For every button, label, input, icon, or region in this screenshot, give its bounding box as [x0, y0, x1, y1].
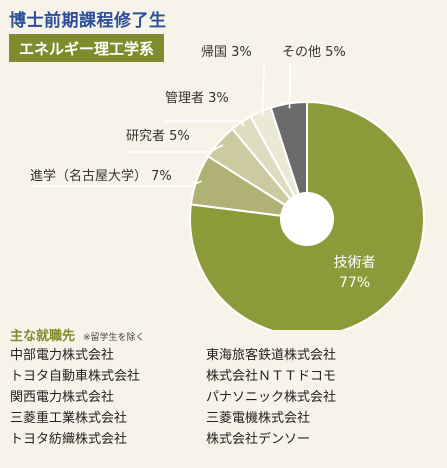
employer-item: トヨタ自動車株式会社 — [10, 369, 141, 384]
callout-label: 研究者 5% — [126, 129, 190, 144]
callout-label: 進学（名古屋大学） 7% — [30, 168, 172, 184]
employer-item: 三菱重工業株式会社 — [10, 411, 128, 426]
category-badge: エネルギー理工学系 — [9, 34, 165, 62]
page-title: 博士前期課程修了生 — [9, 11, 167, 31]
pie-slice — [269, 100, 308, 220]
employer-item: 株式会社ＮＴＴドコモ — [206, 369, 337, 384]
employers-note: ※留学生を除く — [83, 333, 145, 343]
employers-heading: 主な就職先 ※留学生を除く — [10, 325, 145, 344]
callout-line — [288, 63, 291, 109]
callout-label: その他 5% — [282, 45, 346, 60]
employer-item: 中部電力株式会社 — [10, 348, 115, 363]
employer-item: 株式会社デンソー — [206, 432, 311, 447]
callout-line — [261, 63, 265, 117]
employers-heading-label: 主な就職先 — [10, 329, 76, 344]
employer-item: トヨタ紡織株式会社 — [10, 432, 128, 447]
slice-label: 技術者 — [334, 255, 376, 271]
employer-item: パナソニック株式会社 — [206, 390, 337, 405]
callout-line — [126, 144, 224, 153]
callout-label: 帰国 3% — [201, 44, 252, 60]
callout-label: 管理者 3% — [165, 91, 229, 106]
pie-center-hole — [280, 192, 334, 246]
employer-item: 東海旅客鉄道株式会社 — [206, 348, 337, 363]
employer-item: 関西電力株式会社 — [10, 390, 115, 405]
callout-line — [30, 180, 202, 187]
slice-value-label: 77% — [339, 275, 370, 291]
employer-item: 三菱電機株式会社 — [206, 411, 311, 426]
pie-slice — [189, 100, 425, 330]
employer-list: 中部電力株式会社 東海旅客鉄道株式会社 トヨタ自動車株式会社 株式会社ＮＴＴドコ… — [10, 346, 440, 449]
callout-line — [165, 120, 245, 127]
pie-chart: 技術者 77% 進学（名古屋大学） 7% 研究者 5% 管理者 3% 帰国 3% その他 5… — [30, 44, 425, 330]
